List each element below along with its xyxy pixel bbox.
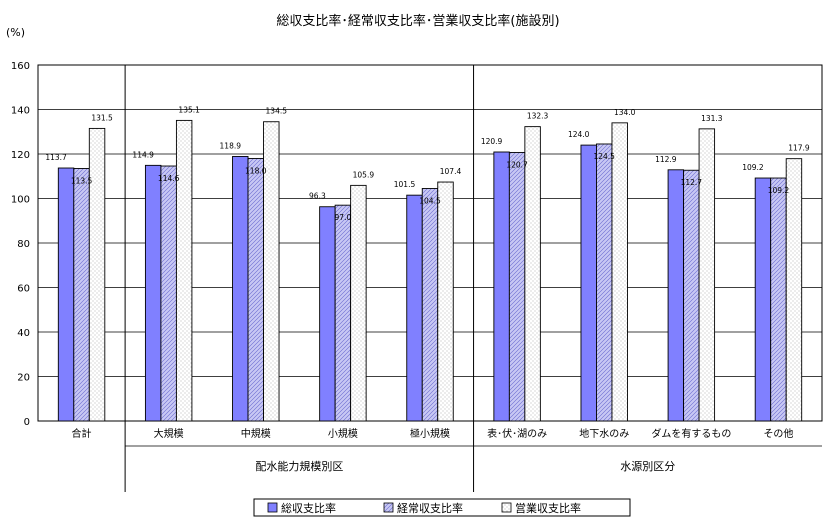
data-label: 118.9 bbox=[220, 141, 242, 150]
data-label: 112.9 bbox=[655, 155, 677, 164]
bar bbox=[334, 204, 352, 422]
bar bbox=[350, 184, 367, 422]
bar bbox=[683, 169, 700, 422]
y-tick-labels: 0 20 40 60 80 100 120 140 160 bbox=[11, 61, 30, 428]
data-label: 131.3 bbox=[701, 114, 723, 123]
data-label: 134.5 bbox=[266, 107, 288, 116]
data-label: 107.4 bbox=[440, 167, 462, 176]
y-unit-label: (%) bbox=[6, 26, 25, 39]
bar bbox=[580, 144, 597, 422]
y-tick-label: 100 bbox=[11, 195, 30, 206]
bar bbox=[785, 158, 803, 422]
bar bbox=[263, 121, 280, 422]
bar bbox=[754, 177, 772, 422]
legend-label: 経常収支比率 bbox=[397, 501, 463, 515]
bar bbox=[698, 128, 716, 422]
data-label: 134.0 bbox=[614, 108, 636, 117]
x-category-label: ダムを有するもの bbox=[651, 427, 731, 440]
x-group-label: 配水能力規模別区 bbox=[255, 459, 343, 473]
y-tick-label: 160 bbox=[11, 61, 30, 72]
bar bbox=[247, 157, 264, 422]
bar-layer bbox=[57, 119, 803, 422]
bar bbox=[73, 168, 90, 422]
x-category-label: その他 bbox=[763, 427, 793, 440]
data-label: 124.0 bbox=[568, 130, 590, 139]
bar bbox=[493, 151, 510, 422]
data-label: 120.9 bbox=[481, 137, 503, 146]
bar bbox=[160, 165, 177, 422]
x-category-labels: 合計 大規模 中規模 小規模 極小規模 表･伏･湖のみ 地下水のみ ダムを有するもの その他 bbox=[72, 427, 794, 440]
bar bbox=[437, 181, 454, 422]
bar bbox=[524, 126, 541, 422]
data-label-layer: 113.7 113.5 131.5 114.9 114.6 135.1 118.9 118.0… bbox=[45, 105, 810, 222]
data-label: 132.3 bbox=[527, 112, 549, 121]
data-label: 114.9 bbox=[132, 150, 154, 159]
legend-label: 総収支比率 bbox=[281, 501, 336, 515]
data-label: 105.9 bbox=[353, 170, 375, 179]
bar bbox=[319, 206, 336, 422]
data-label: 113.5 bbox=[71, 176, 93, 185]
chart-title: 総収支比率･経常収支比率･営業収支比率(施設別) bbox=[276, 13, 559, 29]
y-tick-label: 20 bbox=[17, 373, 30, 384]
bar bbox=[596, 143, 613, 422]
bar bbox=[667, 169, 685, 422]
data-label: 112.7 bbox=[681, 178, 703, 187]
legend-swatch bbox=[501, 502, 512, 513]
x-category-label: 表･伏･湖のみ bbox=[487, 427, 547, 440]
data-label: 97.0 bbox=[335, 213, 352, 222]
data-label: 104.5 bbox=[419, 196, 441, 205]
bar bbox=[406, 194, 423, 422]
x-category-label: 小規模 bbox=[328, 428, 358, 440]
bar bbox=[421, 188, 439, 422]
bar bbox=[57, 167, 75, 422]
bar bbox=[88, 127, 106, 422]
data-label: 114.6 bbox=[158, 174, 180, 183]
data-label: 118.0 bbox=[245, 166, 267, 175]
bar bbox=[232, 155, 249, 422]
legend-swatch bbox=[267, 502, 278, 513]
y-tick-label: 40 bbox=[17, 328, 30, 339]
data-label: 101.5 bbox=[394, 180, 416, 189]
bar bbox=[770, 177, 787, 422]
legend-swatch bbox=[383, 502, 394, 513]
y-tick-label: 0 bbox=[24, 417, 30, 428]
data-label: 124.5 bbox=[593, 152, 615, 161]
bar bbox=[611, 122, 628, 422]
y-tick-label: 60 bbox=[17, 284, 30, 295]
data-label: 109.2 bbox=[768, 186, 790, 195]
data-label: 109.2 bbox=[742, 163, 764, 172]
x-category-label: 大規模 bbox=[154, 427, 184, 440]
y-tick-label: 140 bbox=[11, 106, 30, 117]
x-group-labels: 配水能力規模別区 水源別区分 bbox=[255, 459, 675, 473]
legend-label: 営業収支比率 bbox=[515, 501, 581, 515]
data-label: 113.7 bbox=[45, 153, 67, 162]
data-label: 135.1 bbox=[178, 105, 200, 114]
data-label: 117.9 bbox=[788, 144, 810, 153]
legend: 総収支比率 経常収支比率 営業収支比率 bbox=[253, 498, 631, 517]
x-group-label: 水源別区分 bbox=[620, 459, 675, 473]
y-tick-label: 80 bbox=[17, 239, 30, 250]
x-category-label: 中規模 bbox=[241, 427, 271, 440]
legend-box bbox=[253, 498, 631, 517]
bar bbox=[144, 164, 162, 422]
bar bbox=[508, 151, 526, 422]
data-label: 131.5 bbox=[91, 113, 113, 122]
x-category-label: 合計 bbox=[72, 427, 92, 440]
y-tick-label: 120 bbox=[11, 150, 30, 161]
bar bbox=[175, 119, 193, 422]
x-category-label: 極小規模 bbox=[410, 427, 450, 440]
data-label: 96.3 bbox=[309, 192, 326, 201]
x-category-label: 地下水のみ bbox=[579, 427, 629, 440]
data-label: 120.7 bbox=[506, 160, 528, 169]
